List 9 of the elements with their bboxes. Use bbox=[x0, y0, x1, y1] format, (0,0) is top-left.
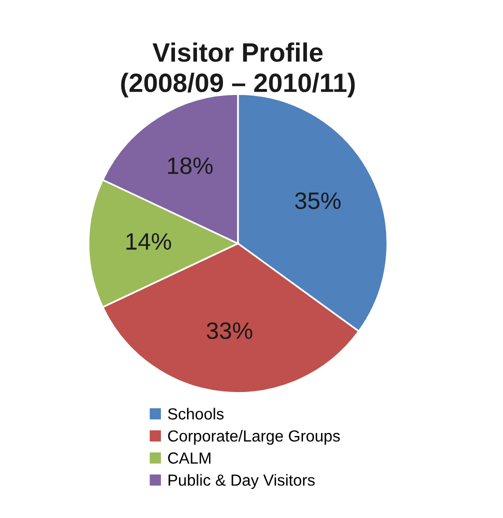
legend-label: Corporate/Large Groups bbox=[168, 430, 340, 445]
data-label: 18% bbox=[168, 157, 213, 174]
chart-title: Visitor Profile (2008/09 – 2010/11) bbox=[121, 42, 355, 98]
data-label: 14% bbox=[126, 233, 172, 250]
data-label: 33% bbox=[206, 322, 252, 340]
data-label: 35% bbox=[295, 192, 341, 210]
legend-label: Schools bbox=[168, 408, 224, 420]
legend-label: CALM bbox=[168, 452, 210, 464]
legend-label: Public & Day Visitors bbox=[168, 474, 315, 489]
